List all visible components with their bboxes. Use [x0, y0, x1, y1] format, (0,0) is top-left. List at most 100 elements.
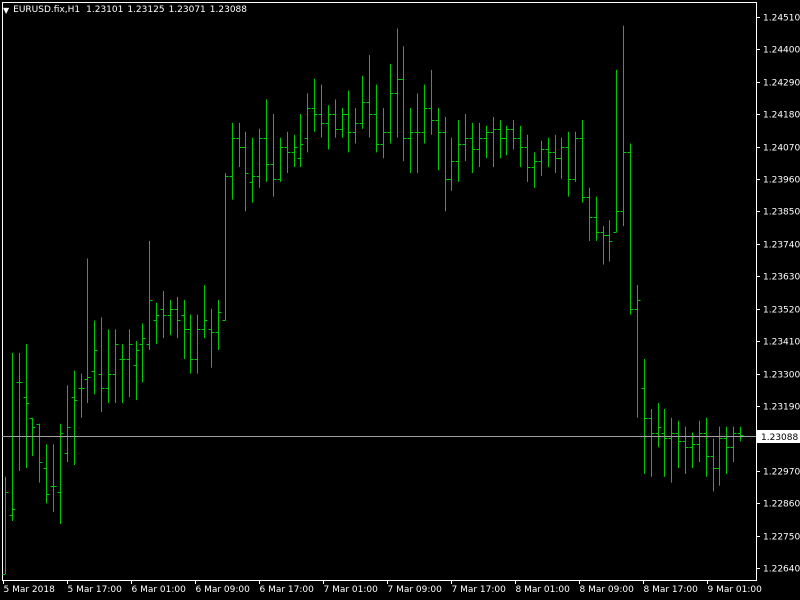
ohlc-bar: [236, 122, 243, 168]
ohlc-bar: [304, 93, 311, 153]
ohlc-bar: [442, 117, 449, 212]
ohlc-bar: [641, 358, 648, 474]
ohlc-bar: [43, 444, 50, 504]
ohlc-bar: [318, 84, 325, 138]
ohlc-bar: [57, 423, 64, 524]
x-tick-label: 6 Mar 09:00: [196, 585, 251, 595]
ohlc-bar: [723, 426, 730, 474]
ohlc-bar: [448, 137, 455, 191]
ohlc-bar: [524, 134, 531, 182]
y-tick-label: 1.23410: [763, 338, 800, 348]
ohlc-bar: [146, 240, 153, 350]
ohlc-bar: [682, 426, 689, 474]
ohlc-bar: [91, 320, 98, 395]
ohlc-bar: [538, 140, 545, 176]
ohlc-bar: [655, 403, 662, 448]
ohlc-bar: [435, 108, 442, 171]
ohlc-bar: [139, 323, 146, 383]
ohlc-bar: [187, 314, 194, 374]
ohlc-bar: [366, 55, 373, 138]
ohlc-bar: [469, 122, 476, 174]
ohlc-bar: [98, 317, 105, 412]
y-tick-label: 1.24510: [763, 14, 800, 24]
ohlc-bar: [277, 137, 284, 182]
ohlc-bar: [455, 119, 462, 182]
y-tick-label: 1.23850: [763, 208, 800, 218]
high-value: 1.23125: [127, 5, 165, 15]
ohlc-bar: [242, 131, 249, 212]
ohlc-bar: [71, 370, 78, 465]
x-tick-label: 8 Mar 17:00: [644, 585, 699, 595]
ohlc-bar: [78, 373, 85, 418]
ohlc-bar: [352, 108, 359, 144]
ohlc-bar: [126, 329, 133, 398]
ohlc-bar: [407, 108, 414, 174]
ohlc-bar: [620, 25, 627, 227]
x-tick-label: 7 Mar 17:00: [452, 585, 507, 595]
ohlc-bar: [476, 122, 483, 168]
x-tick-label: 9 Mar 01:00: [708, 585, 763, 595]
x-tick-label: 6 Mar 01:00: [132, 585, 187, 595]
ohlc-bar: [84, 258, 91, 404]
y-tick-label: 1.22750: [763, 533, 800, 543]
ohlc-bar: [64, 385, 71, 463]
x-tick-label: 5 Mar 2018: [4, 585, 56, 595]
ohlc-bar: [517, 125, 524, 168]
y-tick-label: 1.22640: [763, 565, 800, 575]
ohlc-bar: [579, 119, 586, 203]
y-tick-label: 1.22860: [763, 500, 800, 510]
ohlc-bar: [716, 426, 723, 486]
ohlc-bar: [380, 108, 387, 159]
ohlc-bar: [510, 119, 517, 150]
ohlc-bar: [16, 352, 23, 471]
ohlc-bar: [263, 99, 270, 182]
ohlc-bar: [105, 329, 112, 404]
open-value: 1.23101: [86, 5, 124, 15]
dropdown-triangle-icon[interactable]: ▼: [3, 5, 10, 15]
x-tick-label: 7 Mar 09:00: [388, 585, 443, 595]
ohlc-bar: [483, 125, 490, 159]
y-tick-label: 1.24070: [763, 144, 800, 154]
ohlc-bar: [428, 69, 435, 135]
x-tick-label: 8 Mar 01:00: [516, 585, 571, 595]
ohlc-bar: [545, 137, 552, 168]
ohlc-bar: [648, 408, 655, 477]
ohlc-bar: [373, 84, 380, 153]
ohlc-bar: [503, 125, 510, 156]
ohlc-bar: [675, 420, 682, 468]
y-tick-label: 1.23960: [763, 176, 800, 186]
ohlc-bar: [2, 476, 9, 575]
y-tick-label: 1.24400: [763, 46, 800, 56]
ohlc-bar: [600, 226, 607, 265]
low-value: 1.23071: [168, 5, 206, 15]
ohlc-bar: [730, 426, 737, 463]
ohlc-bar: [270, 114, 277, 197]
ohlc-bar: [215, 299, 222, 350]
ohlc-bar: [613, 69, 620, 233]
ohlc-bar: [696, 420, 703, 463]
y-tick-label: 1.23630: [763, 273, 800, 283]
ohlc-bar: [400, 46, 407, 162]
ohlc-bar: [558, 137, 565, 179]
y-tick-label: 1.22970: [763, 468, 800, 478]
ohlc-bar: [689, 432, 696, 468]
ohlc-bar: [710, 438, 717, 492]
ohlc-bar: [627, 143, 634, 315]
current-price-label: 1.23088: [761, 433, 798, 443]
x-tick-label: 5 Mar 17:00: [68, 585, 123, 595]
ohlc-bar: [249, 137, 256, 203]
ohlc-bar: [421, 84, 428, 144]
ohlc-bar: [394, 28, 401, 138]
ohlc-bar: [565, 131, 572, 197]
ohlc-bar: [339, 108, 346, 138]
ohlc-bar: [497, 119, 504, 159]
ohlc-bar: [201, 285, 208, 339]
y-tick-label: 1.24180: [763, 111, 800, 121]
ohlc-bar: [332, 99, 339, 138]
ohlc-bar: [167, 299, 174, 336]
ohlc-bar: [572, 131, 579, 182]
ohlc-bar: [50, 444, 57, 513]
ohlc-bar: [174, 296, 181, 339]
ohlc-bar: [661, 408, 668, 477]
